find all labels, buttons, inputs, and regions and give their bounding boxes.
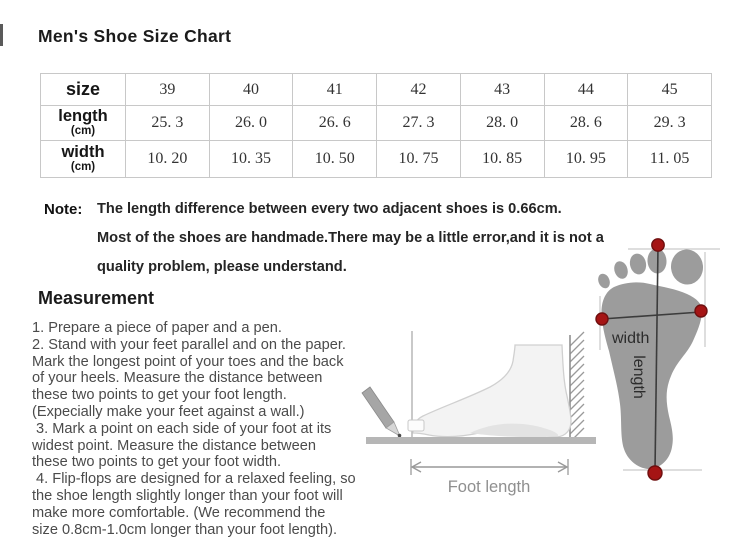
row-header-width: width (cm): [40, 140, 126, 178]
foot-length-label: Foot length: [448, 478, 531, 496]
instruction-line: 2. Stand with your feet parallel and on …: [32, 336, 346, 353]
length-cell: 28. 6: [543, 105, 629, 141]
size-cell: 42: [376, 73, 461, 106]
row-header-length: length (cm): [40, 105, 126, 141]
width-cell: 10. 50: [292, 140, 378, 178]
instruction-line: these two points to get your foot length…: [32, 387, 287, 404]
length-cell: 29. 3: [627, 105, 712, 141]
marker-dot-right: [694, 304, 708, 318]
instruction-line: 4. Flip-flops are designed for a relaxed…: [32, 471, 356, 488]
width-cell: 10. 95: [543, 140, 629, 178]
size-cell: 39: [125, 73, 210, 106]
column-header-size: size: [40, 73, 126, 106]
length-cell: 27. 3: [376, 105, 461, 141]
note-line: Most of the shoes are handmade.There may…: [97, 230, 604, 246]
wall-hatch-icon: [569, 331, 585, 443]
table-row-length: length (cm) 25. 3 26. 0 26. 6 27. 3 28. …: [40, 105, 712, 141]
length-cell: 26. 0: [208, 105, 294, 141]
instruction-line: widest point. Measure the distance betwe…: [32, 437, 316, 454]
width-cell: 10. 35: [208, 140, 294, 178]
row-label: length: [58, 107, 108, 126]
instruction-line: (Expecially make your feet against a wal…: [32, 403, 305, 420]
note-line: quality problem, please understand.: [97, 259, 347, 275]
measurement-instructions: 1. Prepare a piece of paper and a pen. 2…: [32, 320, 422, 538]
marker-dot-bottom: [647, 465, 663, 481]
footprint-sole-icon: [601, 282, 703, 469]
row-label: width: [61, 143, 105, 162]
instruction-line: the shoe length slightly longer than you…: [32, 487, 343, 504]
measurement-heading: Measurement: [38, 288, 155, 308]
width-cell: 11. 05: [627, 140, 712, 178]
table-row-width: width (cm) 10. 20 10. 35 10. 50 10. 75 1…: [40, 140, 712, 178]
size-cell: 40: [208, 73, 294, 106]
note-line: The length difference between every two …: [97, 201, 562, 217]
instruction-line: 1. Prepare a piece of paper and a pen.: [32, 320, 282, 336]
row-unit: (cm): [70, 125, 96, 138]
length-cell: 28. 0: [459, 105, 545, 141]
arrowhead-right: [557, 461, 569, 473]
width-cell: 10. 85: [459, 140, 545, 178]
note-label: Note:: [44, 201, 83, 218]
marker-dot-left: [595, 312, 609, 326]
foot-sole-shade: [470, 423, 559, 438]
instruction-line: Mark the longest point of your toes and …: [32, 353, 344, 370]
instruction-line: size 0.8cm-1.0cm longer than your foot l…: [32, 521, 338, 538]
instruction-line: 3. Mark a point on each side of your foo…: [32, 420, 332, 437]
length-cell: 26. 6: [292, 105, 378, 141]
table-row-sizes: size 39 40 41 42 43 44 45: [40, 73, 712, 106]
size-cell: 44: [543, 73, 629, 106]
instruction-line: make more comfortable. (We recommend the: [32, 504, 326, 521]
note-section: The length difference between every two …: [97, 201, 672, 288]
size-table: size 39 40 41 42 43 44 45 length (cm) 25…: [40, 73, 712, 178]
size-cell: 45: [627, 73, 712, 106]
page-title: Men's Shoe Size Chart: [38, 26, 232, 46]
width-cell: 10. 20: [125, 140, 210, 178]
foot-profile-icon: [412, 344, 572, 438]
size-cell: 41: [292, 73, 378, 106]
length-cell: 25. 3: [125, 105, 210, 141]
big-toe-icon: [670, 249, 704, 285]
length-label: length: [630, 355, 647, 399]
scan-edge-artifact: [0, 24, 3, 46]
row-unit: (cm): [70, 161, 96, 174]
width-measure-line: [601, 311, 702, 320]
instruction-line: these two points to get your foot width.: [32, 454, 282, 471]
width-cell: 10. 75: [376, 140, 461, 178]
foot-length-arrow: Foot length: [410, 459, 569, 496]
instruction-line: of your heels. Measure the distance betw…: [32, 370, 323, 387]
size-cell: 43: [459, 73, 545, 106]
width-label: width: [611, 330, 649, 347]
